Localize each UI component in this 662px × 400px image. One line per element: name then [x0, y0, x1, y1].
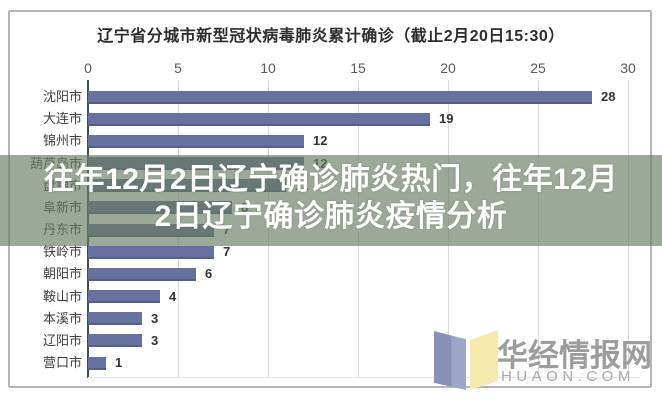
x-tick-label: 20 [440, 60, 456, 76]
bar [88, 356, 106, 370]
value-label: 19 [439, 111, 454, 127]
watermark-site-domain: HUAON.COM [501, 368, 635, 385]
bar [88, 90, 592, 104]
x-tick-label: 30 [620, 60, 636, 76]
plot-bottom-line [88, 377, 640, 378]
huaon-logo-left-panel-icon [434, 331, 466, 390]
city-label: 沈阳市 [42, 89, 82, 104]
bar [88, 112, 430, 126]
value-label: 3 [151, 332, 159, 348]
city-label: 辽阳市 [42, 332, 82, 348]
x-tick-label: 0 [84, 60, 92, 76]
city-label: 铁岭市 [42, 244, 82, 260]
city-label: 营口市 [42, 355, 82, 371]
bar [88, 267, 196, 281]
x-axis-tick-labels: 0 5 10 15 20 25 30 [0, 60, 662, 76]
bar [88, 312, 142, 326]
city-label: 大连市 [42, 111, 82, 127]
value-label: 28 [601, 89, 616, 104]
value-label: 6 [205, 266, 213, 282]
x-tick-label: 15 [350, 60, 366, 76]
value-label: 4 [169, 288, 177, 304]
value-label: 7 [223, 244, 231, 260]
value-label: 1 [115, 355, 123, 371]
x-tick-label: 10 [260, 60, 276, 76]
overlay-banner: 往年12月2日辽宁确诊肺炎热门，往年12月 2日辽宁确诊肺炎疫情分析 [0, 155, 662, 246]
bar [88, 245, 214, 259]
bar [88, 290, 160, 304]
overlay-title-line2: 2日辽宁确诊肺炎疫情分析 [154, 200, 508, 233]
chart-title: 辽宁省分城市新型冠状病毒肺炎累计确诊（截止2月20日15:30） [97, 28, 565, 45]
city-label: 鞍山市 [42, 288, 82, 304]
overlay-title-line1: 往年12月2日辽宁确诊肺炎热门，往年12月 [44, 163, 618, 196]
x-tick-label: 5 [174, 60, 182, 76]
x-tick-label: 25 [530, 60, 546, 76]
city-label: 朝阳市 [42, 266, 82, 282]
value-label: 12 [313, 133, 328, 149]
huaon-logo-right-panel-icon [470, 330, 498, 390]
bar [88, 334, 142, 348]
watermark: 华经情报网 HUAON.COM [430, 325, 658, 391]
bar [88, 134, 304, 148]
watermark-site-name: 华经情报网 [497, 338, 652, 373]
city-label: 锦州市 [42, 133, 82, 149]
value-label: 3 [151, 310, 159, 326]
city-label: 本溪市 [42, 310, 82, 326]
